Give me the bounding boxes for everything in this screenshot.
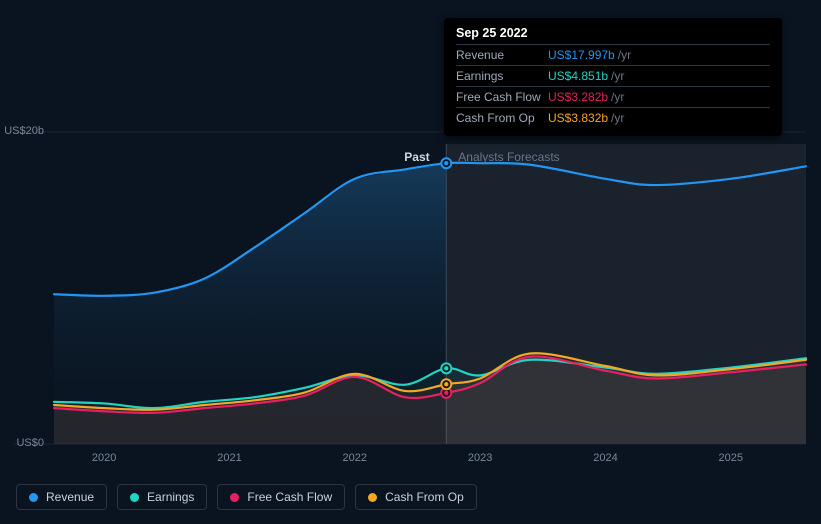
tooltip-date: Sep 25 2022 [456, 26, 770, 45]
legend-item-revenue[interactable]: Revenue [16, 484, 107, 510]
legend-dot-icon [368, 493, 377, 502]
legend-label: Cash From Op [385, 490, 464, 504]
x-axis-tick: 2023 [468, 452, 492, 464]
hover-tooltip: Sep 25 2022 RevenueUS$17.997b/yrEarnings… [444, 18, 782, 136]
legend-item-cash-from-op[interactable]: Cash From Op [355, 484, 477, 510]
tooltip-row-value: US$17.997b [548, 48, 615, 62]
past-label: Past [404, 150, 429, 164]
tooltip-row-label: Free Cash Flow [456, 90, 548, 104]
tooltip-row: Free Cash FlowUS$3.282b/yr [456, 87, 770, 108]
x-axis-tick: 2022 [343, 452, 367, 464]
x-axis-tick: 2021 [217, 452, 241, 464]
legend-dot-icon [130, 493, 139, 502]
tooltip-row-label: Earnings [456, 69, 548, 83]
tooltip-row: EarningsUS$4.851b/yr [456, 66, 770, 87]
legend-label: Revenue [46, 490, 94, 504]
tooltip-row: RevenueUS$17.997b/yr [456, 45, 770, 66]
y-axis-tick: US$20b [0, 125, 44, 137]
tooltip-row-value: US$4.851b [548, 69, 608, 83]
tooltip-row-label: Revenue [456, 48, 548, 62]
legend-item-free-cash-flow[interactable]: Free Cash Flow [217, 484, 345, 510]
tooltip-row-unit: /yr [611, 69, 624, 83]
legend-item-earnings[interactable]: Earnings [117, 484, 207, 510]
tooltip-row-unit: /yr [611, 111, 624, 125]
legend-dot-icon [29, 493, 38, 502]
x-axis-tick: 2025 [719, 452, 743, 464]
legend-label: Free Cash Flow [247, 490, 332, 504]
legend-label: Earnings [147, 490, 194, 504]
forecast-label: Analysts Forecasts [458, 150, 559, 164]
y-axis-tick: US$0 [0, 437, 44, 449]
tooltip-row-unit: /yr [618, 48, 631, 62]
tooltip-row-value: US$3.282b [548, 90, 608, 104]
tooltip-row-value: US$3.832b [548, 111, 608, 125]
tooltip-row-label: Cash From Op [456, 111, 548, 125]
tooltip-row: Cash From OpUS$3.832b/yr [456, 108, 770, 128]
x-axis-tick: 2024 [593, 452, 617, 464]
x-axis-tick: 2020 [92, 452, 116, 464]
legend-dot-icon [230, 493, 239, 502]
tooltip-row-unit: /yr [611, 90, 624, 104]
legend: Revenue Earnings Free Cash Flow Cash From O… [16, 484, 477, 510]
financial-chart: US$0 US$20b 2020 2021 2022 2023 2024 2025 Past… [0, 0, 821, 524]
